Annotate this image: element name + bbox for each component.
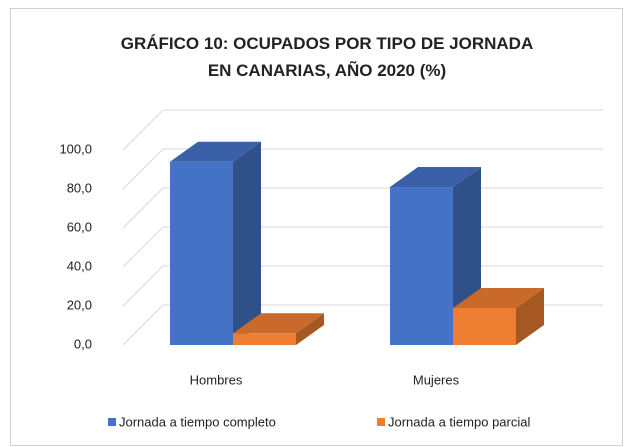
bar-side	[296, 313, 324, 345]
y-tick-label: 40,0	[67, 258, 92, 273]
chart-title: GRÁFICO 10: OCUPADOS POR TIPO DE JORNADA…	[120, 34, 534, 80]
x-tick-label: Mujeres	[413, 372, 460, 387]
bar	[453, 307, 516, 345]
bar-top	[390, 167, 481, 188]
bar-side	[233, 141, 261, 345]
legend-label: Jornada a tiempo completo	[119, 414, 276, 429]
legend-swatch	[377, 418, 385, 426]
bar-top	[170, 141, 261, 162]
bar-top	[453, 287, 544, 308]
legend-swatch	[108, 418, 116, 426]
y-tick-label: 60,0	[67, 219, 92, 234]
bar-side	[516, 287, 544, 345]
bar-top	[233, 313, 324, 334]
y-tick-label: 100,0	[59, 141, 92, 156]
y-tick-label: 20,0	[67, 297, 92, 312]
bar	[390, 187, 453, 345]
grid-line	[122, 148, 603, 190]
bar	[233, 333, 296, 345]
y-tick-label: 80,0	[67, 180, 92, 195]
legend-label: Jornada a tiempo parcial	[388, 414, 530, 429]
y-tick-label: 0,0	[74, 336, 92, 351]
grid-line	[122, 109, 603, 151]
bar	[170, 161, 233, 345]
x-tick-label: Hombres	[190, 372, 243, 387]
